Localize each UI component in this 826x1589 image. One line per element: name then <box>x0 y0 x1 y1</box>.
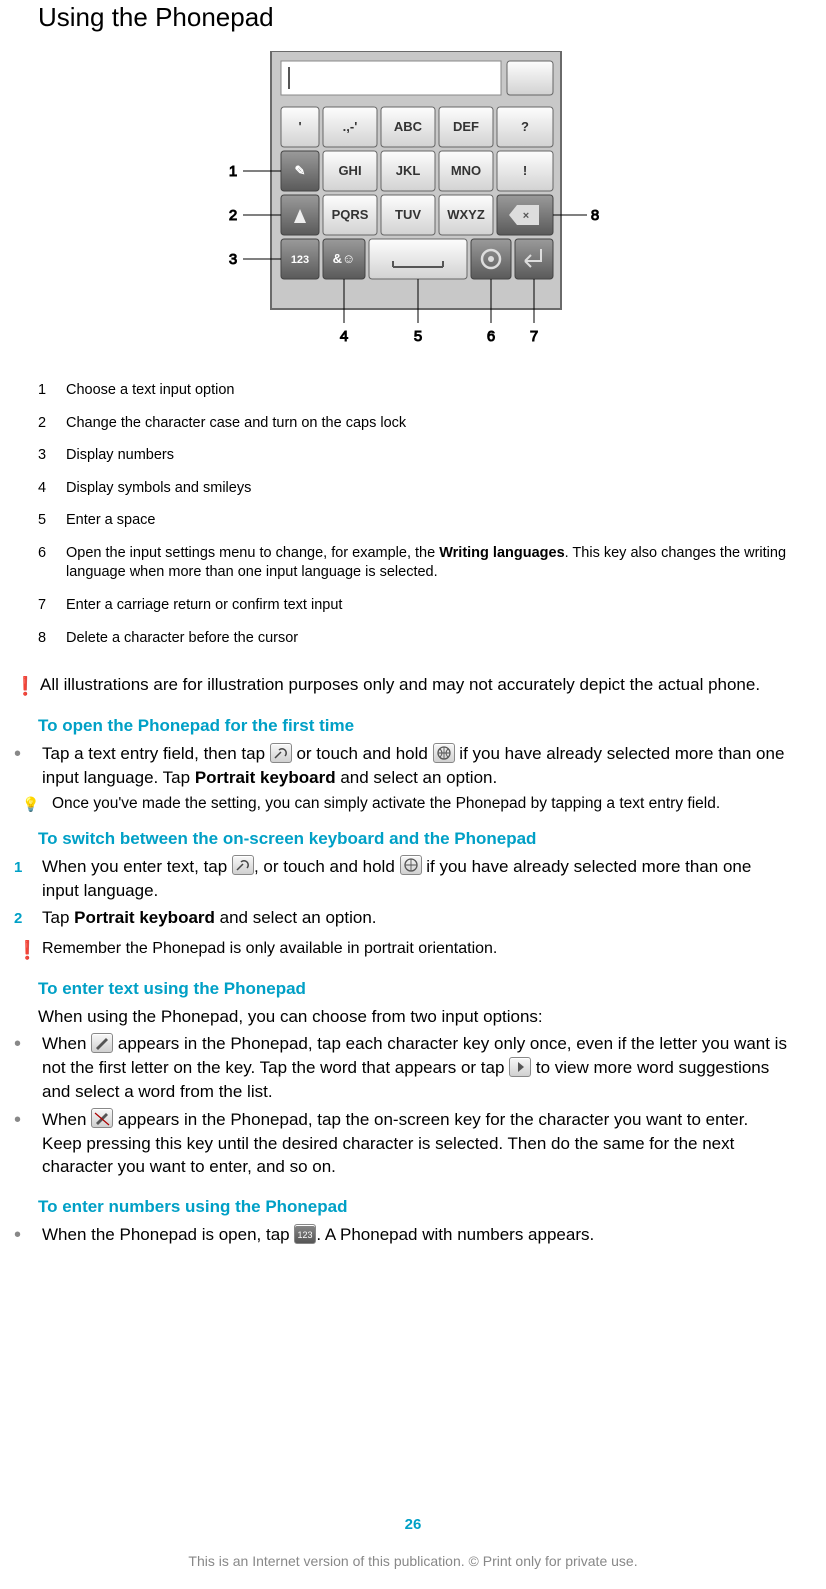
svg-text:GHI: GHI <box>338 163 361 178</box>
svg-text:': ' <box>298 119 301 134</box>
section-heading: To switch between the on-screen keyboard… <box>38 829 788 849</box>
intro-text: When using the Phonepad, you can choose … <box>38 1005 788 1029</box>
legend-text: Enter a space <box>66 511 788 531</box>
svg-text:4: 4 <box>340 328 348 345</box>
bullet-icon: • <box>14 744 28 764</box>
svg-text:8: 8 <box>591 207 599 224</box>
legend-table: 1 Choose a text input option 2 Change the … <box>38 381 788 648</box>
legend-num: 2 <box>38 414 52 434</box>
legend-num: 7 <box>38 596 52 616</box>
pencil-auto-icon <box>91 1033 113 1053</box>
svg-text:&☺: &☺ <box>333 251 356 266</box>
bullet-icon: • <box>14 1034 28 1054</box>
tip-text: Once you've made the setting, you can si… <box>52 794 720 815</box>
step-number: 2 <box>14 908 28 929</box>
step-text: Tap a text entry field, then tap or touc… <box>42 742 788 790</box>
svg-text:WXYZ: WXYZ <box>447 207 485 222</box>
legend-num: 8 <box>38 629 52 649</box>
numbers-key-icon: 123 <box>294 1224 316 1244</box>
svg-text:.,-': .,-' <box>343 119 358 134</box>
globe-icon <box>433 743 455 763</box>
legend-text: Enter a carriage return or confirm text … <box>66 596 788 616</box>
step-text: When appears in the Phonepad, tap each c… <box>42 1032 788 1103</box>
section-heading: To enter text using the Phonepad <box>38 979 788 999</box>
warn-text: Remember the Phonepad is only available … <box>42 938 497 960</box>
svg-text:PQRS: PQRS <box>332 207 369 222</box>
legend-text: Delete a character before the cursor <box>66 629 788 649</box>
tool-key-icon <box>270 743 292 763</box>
legend-text: Choose a text input option <box>66 381 788 401</box>
section-heading: To enter numbers using the Phonepad <box>38 1197 788 1217</box>
svg-text:×: × <box>523 210 529 222</box>
legend-num: 4 <box>38 479 52 499</box>
svg-text:6: 6 <box>487 328 495 345</box>
svg-text:✎: ✎ <box>295 163 306 178</box>
phonepad-illustration: ' .,-' ABC DEF ? ✎ GHI JKL MNO ! PQRS TU… <box>223 51 603 351</box>
lightbulb-icon: 💡 <box>22 795 40 814</box>
step-text: When the Phonepad is open, tap 123. A Ph… <box>42 1223 788 1247</box>
svg-text:?: ? <box>521 119 529 134</box>
legend-num: 6 <box>38 544 52 583</box>
step-text: When appears in the Phonepad, tap the on… <box>42 1108 788 1179</box>
globe-icon <box>400 855 422 875</box>
legend-num: 1 <box>38 381 52 401</box>
svg-text:ABC: ABC <box>394 119 423 134</box>
section-heading: To open the Phonepad for the first time <box>38 716 788 736</box>
legend-text: Change the character case and turn on th… <box>66 414 788 434</box>
legend-text: Display symbols and smileys <box>66 479 788 499</box>
svg-text:2: 2 <box>229 207 237 224</box>
page-number: 26 <box>0 1516 826 1533</box>
legend-text: Open the input settings menu to change, … <box>66 544 788 583</box>
exclamation-icon: ❗ <box>16 938 26 962</box>
svg-text:!: ! <box>523 163 527 178</box>
step-text: Tap Portrait keyboard and select an opti… <box>42 906 788 930</box>
bullet-icon: • <box>14 1225 28 1245</box>
exclamation-icon: ❗ <box>14 674 24 698</box>
arrow-right-icon <box>509 1057 531 1077</box>
svg-text:7: 7 <box>530 328 538 345</box>
svg-text:TUV: TUV <box>395 207 421 222</box>
legend-num: 5 <box>38 511 52 531</box>
note-text: All illustrations are for illustration p… <box>40 674 760 697</box>
footer-note: This is an Internet version of this publ… <box>0 1553 826 1569</box>
svg-text:1: 1 <box>229 163 237 180</box>
svg-text:JKL: JKL <box>396 163 421 178</box>
svg-text:123: 123 <box>291 254 309 266</box>
step-number: 1 <box>14 857 28 878</box>
svg-text:3: 3 <box>229 251 237 268</box>
page-title: Using the Phonepad <box>38 0 788 33</box>
tool-key-icon <box>232 855 254 875</box>
svg-text:123: 123 <box>298 1230 313 1240</box>
legend-num: 3 <box>38 446 52 466</box>
step-text: When you enter text, tap , or touch and … <box>42 855 788 903</box>
pencil-multitap-icon <box>91 1108 113 1128</box>
svg-text:5: 5 <box>414 328 422 345</box>
svg-text:MNO: MNO <box>451 163 481 178</box>
bullet-icon: • <box>14 1110 28 1130</box>
legend-text: Display numbers <box>66 446 788 466</box>
illustration-note: ❗ All illustrations are for illustration… <box>14 674 788 698</box>
svg-text:DEF: DEF <box>453 119 479 134</box>
